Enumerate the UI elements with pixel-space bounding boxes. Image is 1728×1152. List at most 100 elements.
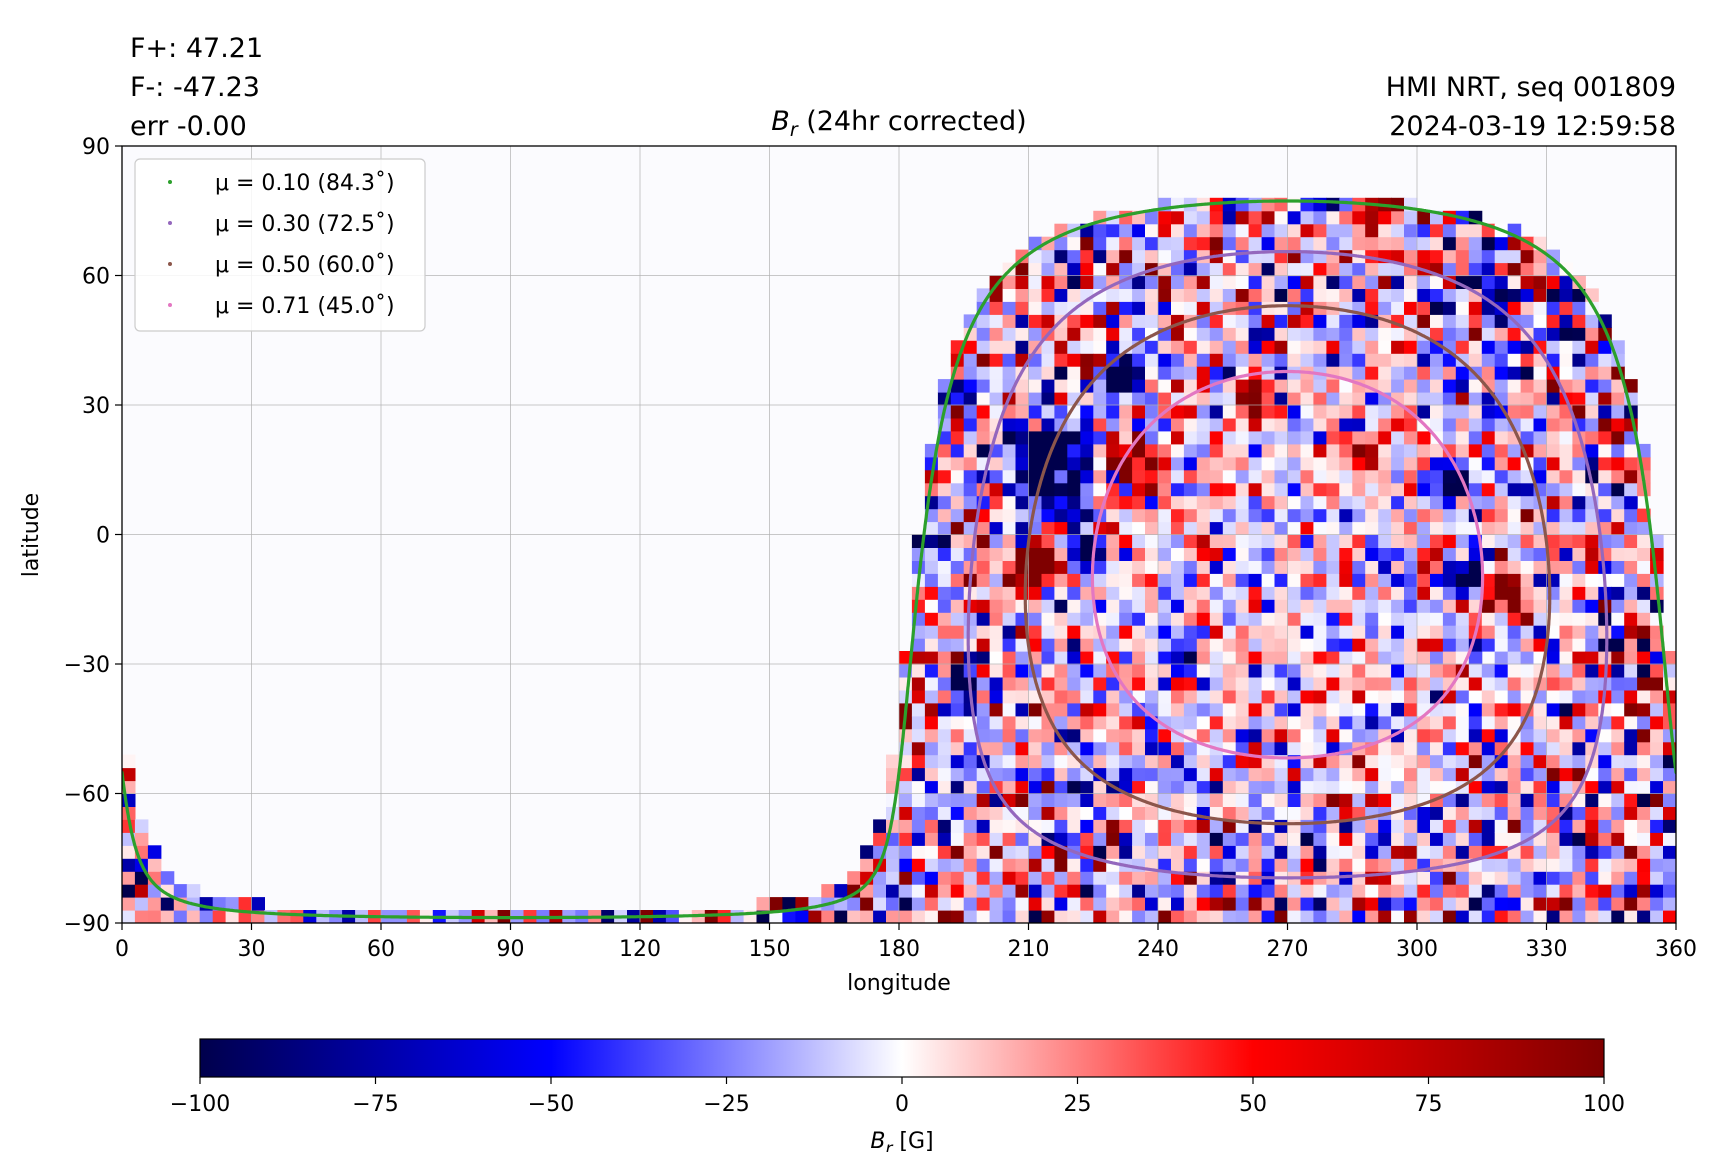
- map-cell: [1106, 392, 1120, 406]
- map-cell: [1145, 910, 1159, 923]
- map-cell: [963, 625, 978, 639]
- map-cell: [122, 767, 136, 782]
- map-cell: [950, 534, 965, 548]
- map-cell: [1300, 547, 1314, 561]
- map-cell: [1287, 689, 1301, 704]
- map-cell: [1158, 495, 1172, 510]
- map-cell: [1080, 715, 1094, 730]
- map-cell: [1119, 625, 1133, 639]
- map-cell: [1520, 599, 1535, 613]
- map-cell: [1222, 379, 1237, 393]
- map-cell: [1145, 456, 1159, 471]
- map-cell: [1119, 741, 1133, 756]
- map-cell: [950, 664, 965, 678]
- map-cell: [950, 651, 965, 665]
- map-cell: [1404, 780, 1418, 794]
- map-cell: [1093, 392, 1107, 406]
- map-cell: [1507, 469, 1522, 484]
- map-cell: [1235, 379, 1250, 393]
- map-cell: [1054, 379, 1068, 393]
- map-cell: [976, 651, 991, 665]
- map-cell: [1041, 430, 1055, 445]
- map-cell: [1494, 521, 1509, 535]
- map-cell: [1300, 625, 1314, 639]
- map-cell: [1080, 327, 1094, 341]
- map-cell: [1080, 314, 1094, 328]
- map-cell: [1481, 638, 1496, 652]
- map-cell: [1365, 728, 1379, 743]
- map-cell: [1145, 651, 1159, 665]
- map-cell: [1378, 910, 1392, 923]
- map-cell: [1300, 845, 1314, 859]
- map-cell: [1300, 638, 1314, 652]
- map-cell: [1235, 910, 1250, 923]
- map-cell: [1365, 884, 1379, 898]
- map-cell: [1455, 910, 1470, 923]
- map-cell: [1235, 495, 1250, 510]
- map-cell: [1339, 832, 1353, 846]
- map-cell: [1132, 366, 1146, 380]
- map-cell: [1093, 664, 1107, 678]
- map-cell: [1404, 612, 1418, 626]
- map-cell: [1624, 534, 1638, 548]
- map-cell: [1533, 288, 1547, 302]
- map-cell: [1119, 702, 1133, 717]
- map-cell: [1520, 897, 1535, 911]
- map-cell: [1158, 314, 1172, 328]
- legend-marker-1: [168, 221, 172, 225]
- map-cell: [1158, 638, 1172, 652]
- map-cell: [1378, 405, 1392, 419]
- map-cell: [1028, 767, 1042, 782]
- map-cell: [989, 819, 1004, 833]
- map-cell: [1183, 897, 1198, 911]
- map-cell: [1196, 327, 1211, 341]
- map-cell: [1093, 793, 1107, 807]
- grid: [122, 146, 1676, 923]
- map-cell: [1313, 482, 1327, 497]
- map-cell: [1378, 599, 1392, 613]
- map-cell: [1067, 508, 1081, 523]
- map-cell: [1404, 677, 1418, 691]
- map-cell: [1417, 340, 1431, 354]
- map-cell: [1067, 612, 1081, 626]
- map-cell: [1520, 430, 1535, 445]
- map-cell: [1222, 780, 1237, 794]
- map-cell: [1339, 702, 1353, 717]
- map-cell: [1404, 508, 1418, 523]
- map-cell: [1300, 482, 1314, 497]
- map-cell: [1585, 702, 1599, 717]
- map-cell: [1391, 910, 1405, 923]
- map-cell: [1235, 599, 1250, 613]
- map-cell: [860, 845, 874, 859]
- map-cell: [1468, 405, 1483, 419]
- map-cell: [251, 897, 265, 911]
- map-cell: [1300, 586, 1314, 600]
- map-cell: [1248, 664, 1263, 678]
- map-cell: [1261, 741, 1276, 756]
- map-cell: [1430, 871, 1444, 885]
- map-cell: [1559, 586, 1573, 600]
- map-cell: [1611, 379, 1625, 393]
- map-cell: [1352, 806, 1366, 820]
- map-cell: [1313, 443, 1327, 458]
- map-cell: [1248, 884, 1263, 898]
- map-cell: [924, 793, 939, 807]
- map-cell: [1041, 767, 1055, 782]
- map-cell: [1650, 806, 1664, 820]
- map-cell: [1300, 314, 1314, 328]
- map-cell: [1222, 612, 1237, 626]
- map-cell: [1171, 236, 1185, 251]
- map-cell: [1041, 573, 1055, 587]
- map-cell: [1274, 780, 1288, 794]
- map-cell: [1041, 897, 1055, 911]
- map-cell: [1339, 379, 1353, 393]
- map-cell: [1430, 547, 1444, 561]
- source-seq-text: HMI NRT, seq 001809: [1386, 72, 1676, 103]
- map-cell: [238, 897, 253, 911]
- map-cell: [1442, 586, 1457, 600]
- map-cell: [1041, 754, 1055, 769]
- map-cell: [1158, 793, 1172, 807]
- map-cell: [1404, 689, 1418, 704]
- map-cell: [1222, 793, 1237, 807]
- map-cell: [1287, 547, 1301, 561]
